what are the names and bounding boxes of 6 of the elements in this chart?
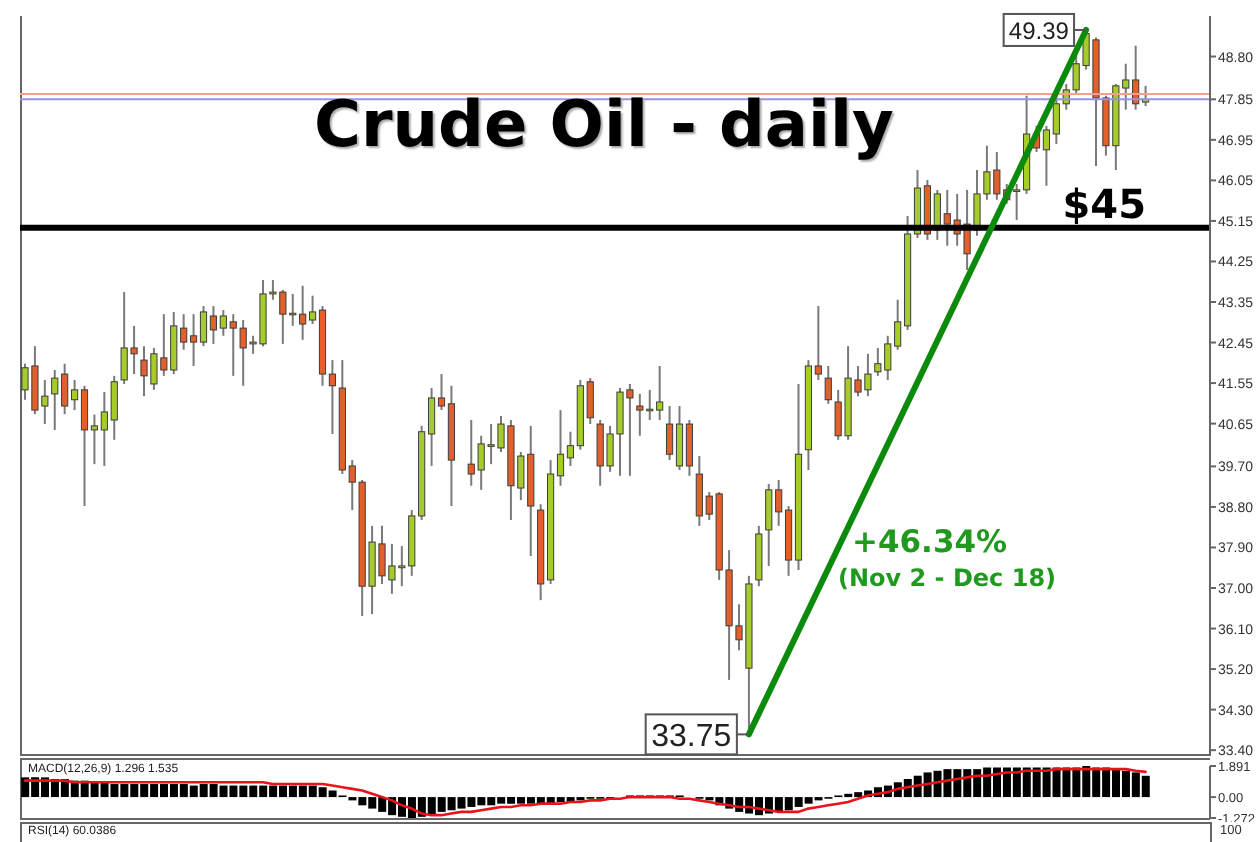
- annotation: +46.34%: [852, 524, 1008, 560]
- annotation: (Nov 2 - Dec 18): [838, 564, 1057, 592]
- text: Crude Oil - daily: [314, 86, 894, 162]
- ref-line-label: $45: [1062, 179, 1146, 228]
- data-label: 49.39: [1008, 16, 1070, 45]
- data-label: 33.75: [651, 719, 732, 754]
